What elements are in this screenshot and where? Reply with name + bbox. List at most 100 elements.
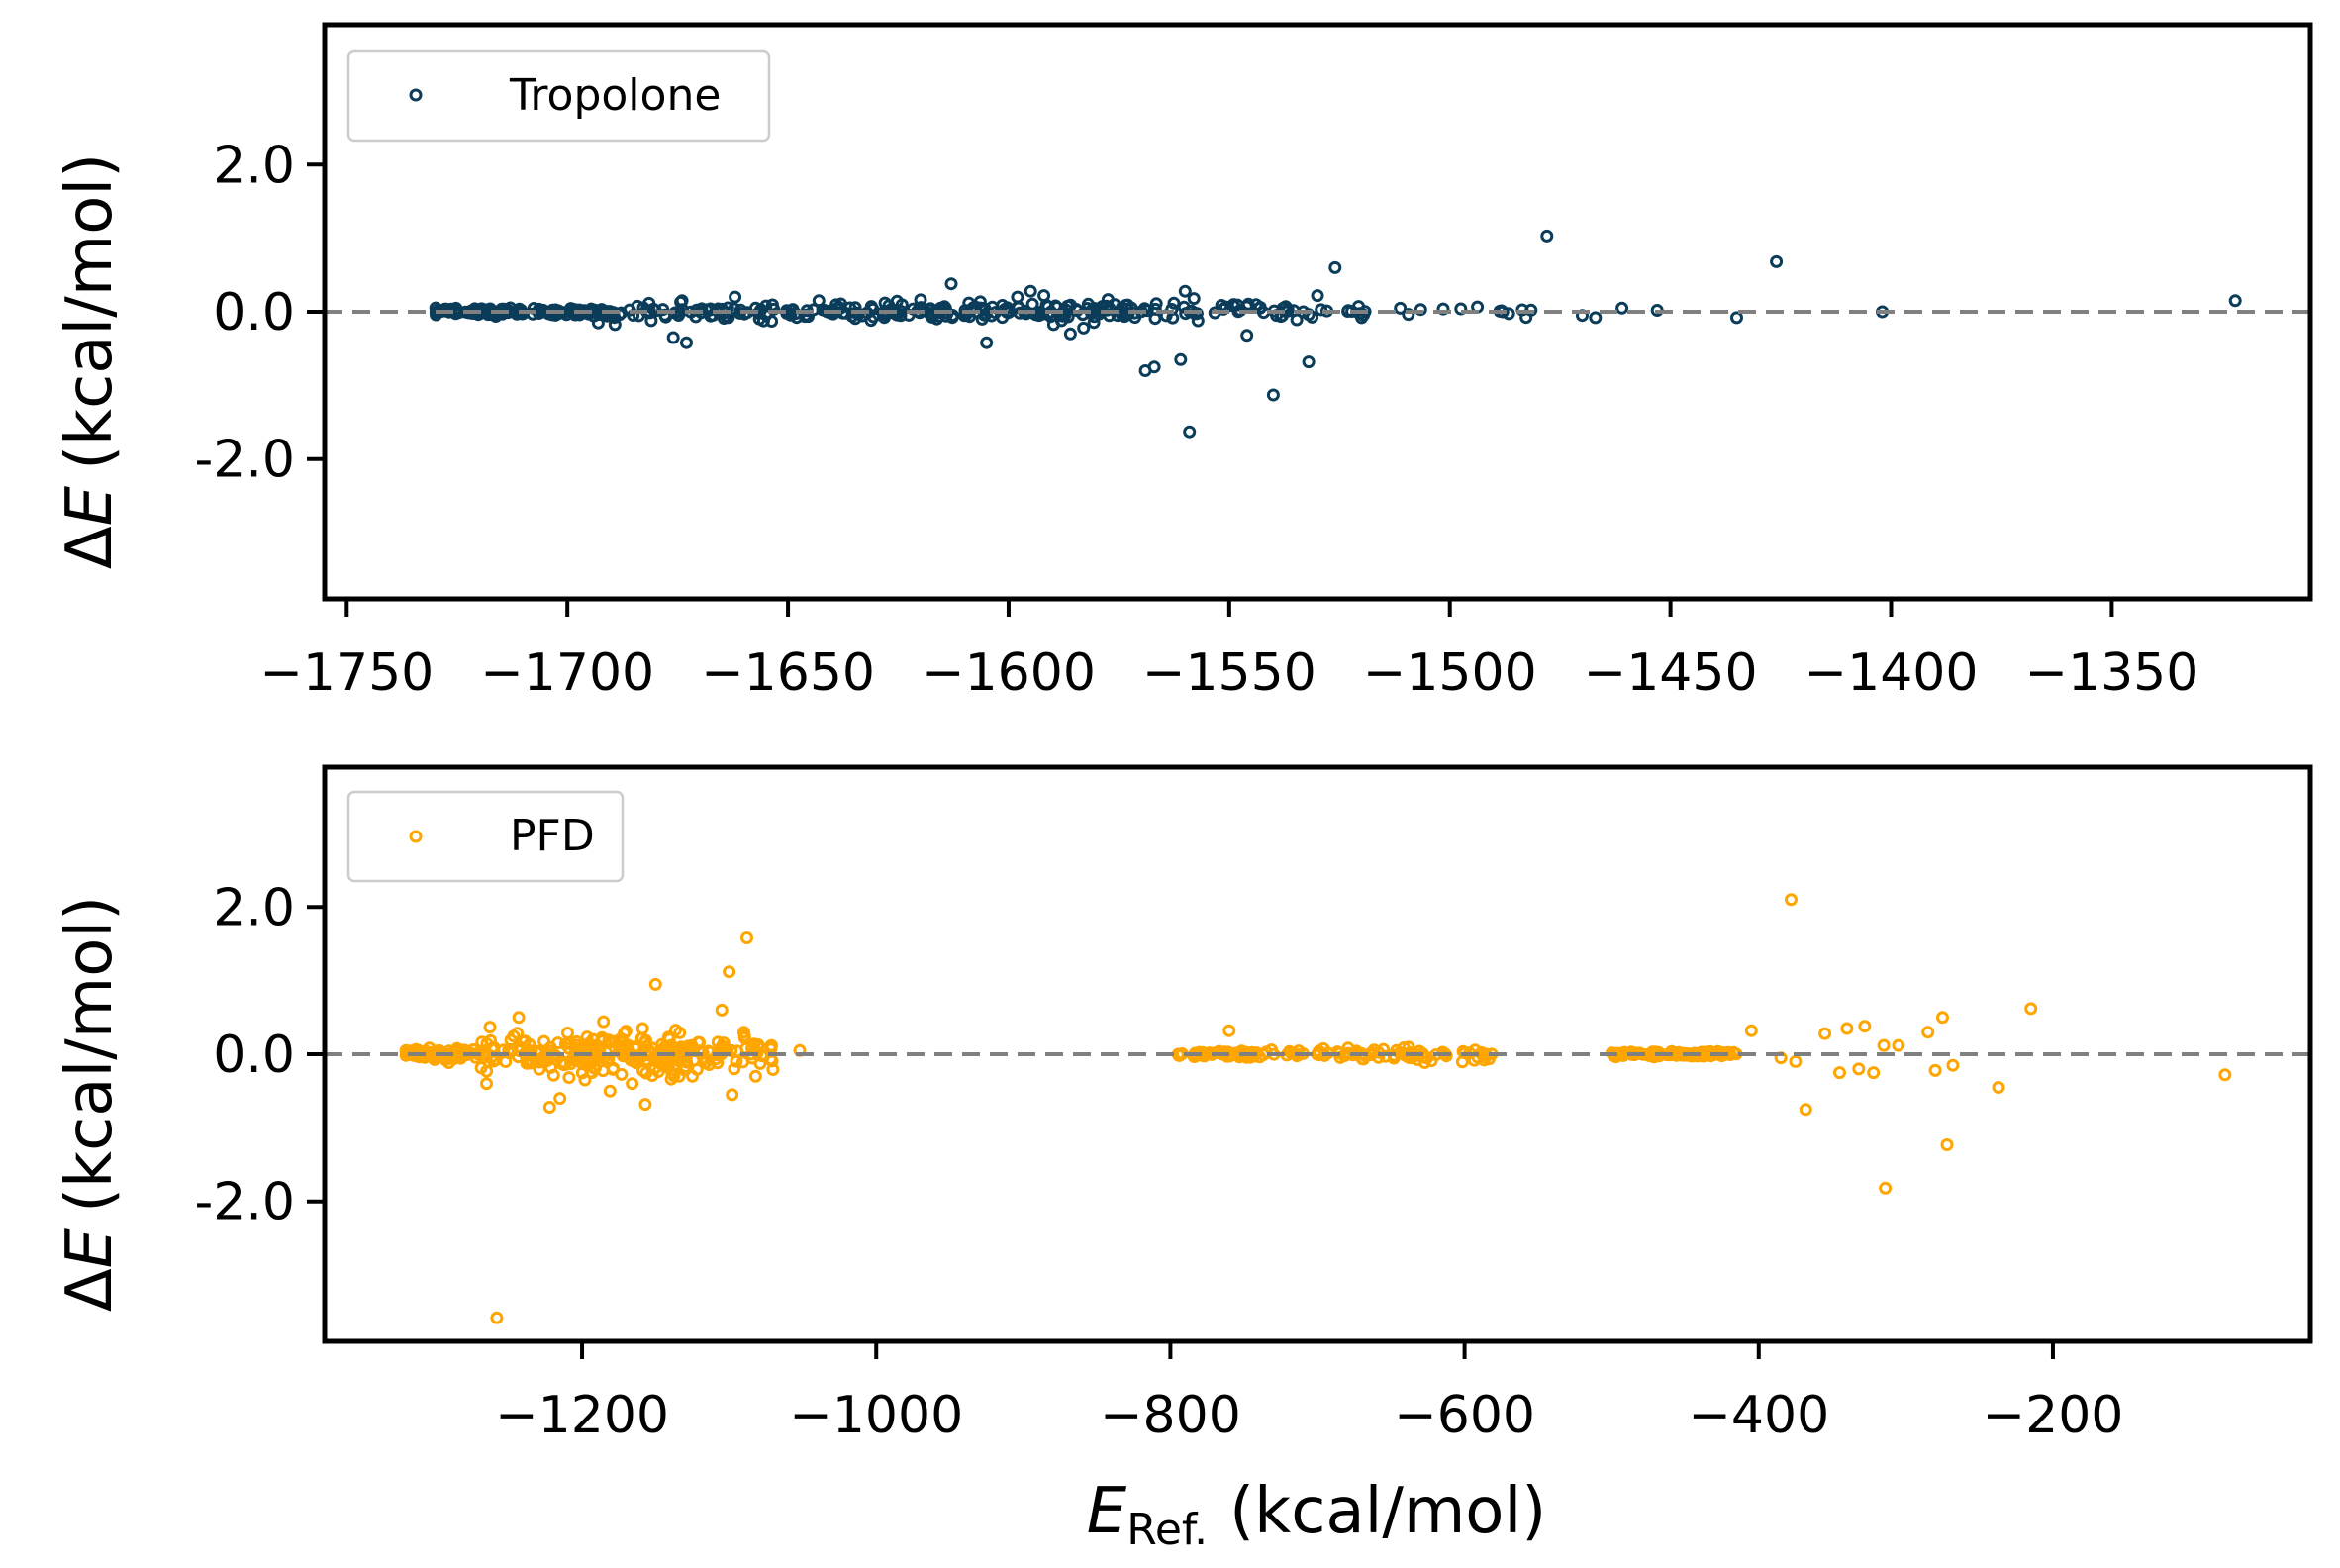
data-point — [728, 1062, 741, 1076]
data-point — [1414, 303, 1427, 317]
data-point — [1833, 1066, 1846, 1080]
data-point — [487, 1040, 501, 1054]
data-point — [729, 290, 742, 304]
data-point — [1928, 1063, 1942, 1077]
data-point — [561, 1027, 574, 1039]
data-point — [1921, 1026, 1935, 1039]
data-point — [1589, 311, 1603, 325]
data-point — [450, 1044, 463, 1057]
data-point — [1436, 302, 1450, 316]
data-point — [1302, 355, 1316, 369]
data-point — [553, 1092, 567, 1106]
data-point — [1892, 1038, 1905, 1052]
data-point — [2228, 294, 2242, 308]
data-point — [585, 1066, 599, 1079]
data-point — [962, 296, 976, 310]
data-point — [1402, 1040, 1415, 1054]
tropolone-legend-marker — [409, 88, 423, 102]
pfd-x-ticks: −1200 −1000 −800 −600 −400 −200 — [495, 1341, 2123, 1445]
data-point — [1266, 388, 1280, 402]
data-point — [439, 302, 453, 316]
data-point — [704, 302, 718, 316]
data-point — [1402, 308, 1415, 322]
data-point — [1063, 327, 1077, 341]
data-point — [980, 336, 994, 349]
data-point — [480, 1077, 493, 1091]
data-point — [1041, 307, 1055, 321]
data-point — [511, 1027, 525, 1040]
data-point — [1645, 1045, 1659, 1059]
pfd-legend: PFD — [346, 790, 625, 883]
pfd-y-ticks: 2.0 0.0 -2.0 — [195, 878, 325, 1232]
data-point — [1054, 314, 1068, 328]
tropolone-y-axis-title: ΔE(kcal/mol) — [53, 153, 127, 569]
data-point — [740, 931, 753, 944]
data-point — [631, 1055, 644, 1068]
x-tick-label: −1650 — [701, 643, 875, 703]
data-point — [723, 965, 736, 979]
data-point — [698, 1056, 712, 1070]
data-point — [766, 1063, 780, 1076]
data-point — [728, 302, 741, 316]
data-point — [474, 1061, 488, 1075]
data-point — [751, 1039, 765, 1053]
data-point — [2024, 1002, 2038, 1016]
data-point — [1540, 229, 1554, 243]
data-point — [1191, 314, 1205, 328]
data-point — [1240, 329, 1254, 343]
data-point — [829, 298, 843, 312]
data-point — [1609, 1050, 1623, 1064]
data-point — [1147, 360, 1161, 374]
data-point — [1077, 321, 1091, 335]
data-point — [914, 293, 927, 307]
data-point — [597, 1015, 611, 1029]
data-point — [726, 1088, 739, 1102]
data-point — [638, 1098, 652, 1112]
x-tick-label: −200 — [1983, 1386, 2124, 1445]
data-point — [925, 309, 938, 323]
x-tick-label: −1700 — [480, 643, 654, 703]
data-point — [1315, 303, 1328, 317]
data-point — [1174, 352, 1188, 366]
data-point — [666, 331, 680, 344]
data-point — [712, 1045, 726, 1059]
tropolone-panel: −1750 −1700 −1650 −1600 −1550 −1500 −1450 −1400… — [53, 22, 2313, 703]
data-point — [1311, 289, 1324, 303]
data-point — [533, 1062, 546, 1076]
y-tick-label: 0.0 — [213, 283, 295, 343]
data-point — [715, 1003, 729, 1017]
data-point — [878, 296, 892, 310]
data-point — [759, 299, 773, 313]
data-point — [566, 302, 580, 316]
data-point — [736, 1055, 749, 1069]
data-point — [504, 1033, 518, 1047]
data-point — [442, 1056, 455, 1069]
x-tick-label: −600 — [1394, 1386, 1535, 1445]
data-point — [648, 977, 662, 991]
data-point — [607, 1061, 620, 1075]
tropolone-legend: Tropolone — [346, 49, 771, 143]
x-tick-label: −1400 — [1804, 643, 1979, 703]
pfd-y-axis-title: ΔE(kcal/mol) — [53, 896, 127, 1312]
y-tick-label: 2.0 — [213, 878, 295, 937]
data-point — [655, 1037, 669, 1051]
y-tick-label: -2.0 — [195, 431, 295, 490]
data-point — [1940, 1138, 1954, 1151]
data-point — [1946, 1058, 1960, 1072]
tropolone-y-ticks: 2.0 0.0 -2.0 — [195, 136, 325, 490]
pfd-points — [399, 893, 2232, 1324]
data-point — [537, 1034, 551, 1048]
data-point — [1290, 313, 1304, 327]
data-point — [1455, 1055, 1469, 1069]
y-tick-label: -2.0 — [195, 1173, 295, 1232]
data-point — [765, 1038, 778, 1052]
data-point — [1858, 1020, 1872, 1033]
x-tick-label: −1550 — [1142, 643, 1316, 703]
data-point — [1178, 284, 1192, 298]
data-point — [504, 301, 518, 315]
data-point — [1397, 1041, 1411, 1054]
data-point — [1818, 1027, 1832, 1040]
x-tick-label: −1000 — [789, 1386, 963, 1445]
data-point — [542, 307, 556, 321]
data-point — [944, 277, 958, 291]
